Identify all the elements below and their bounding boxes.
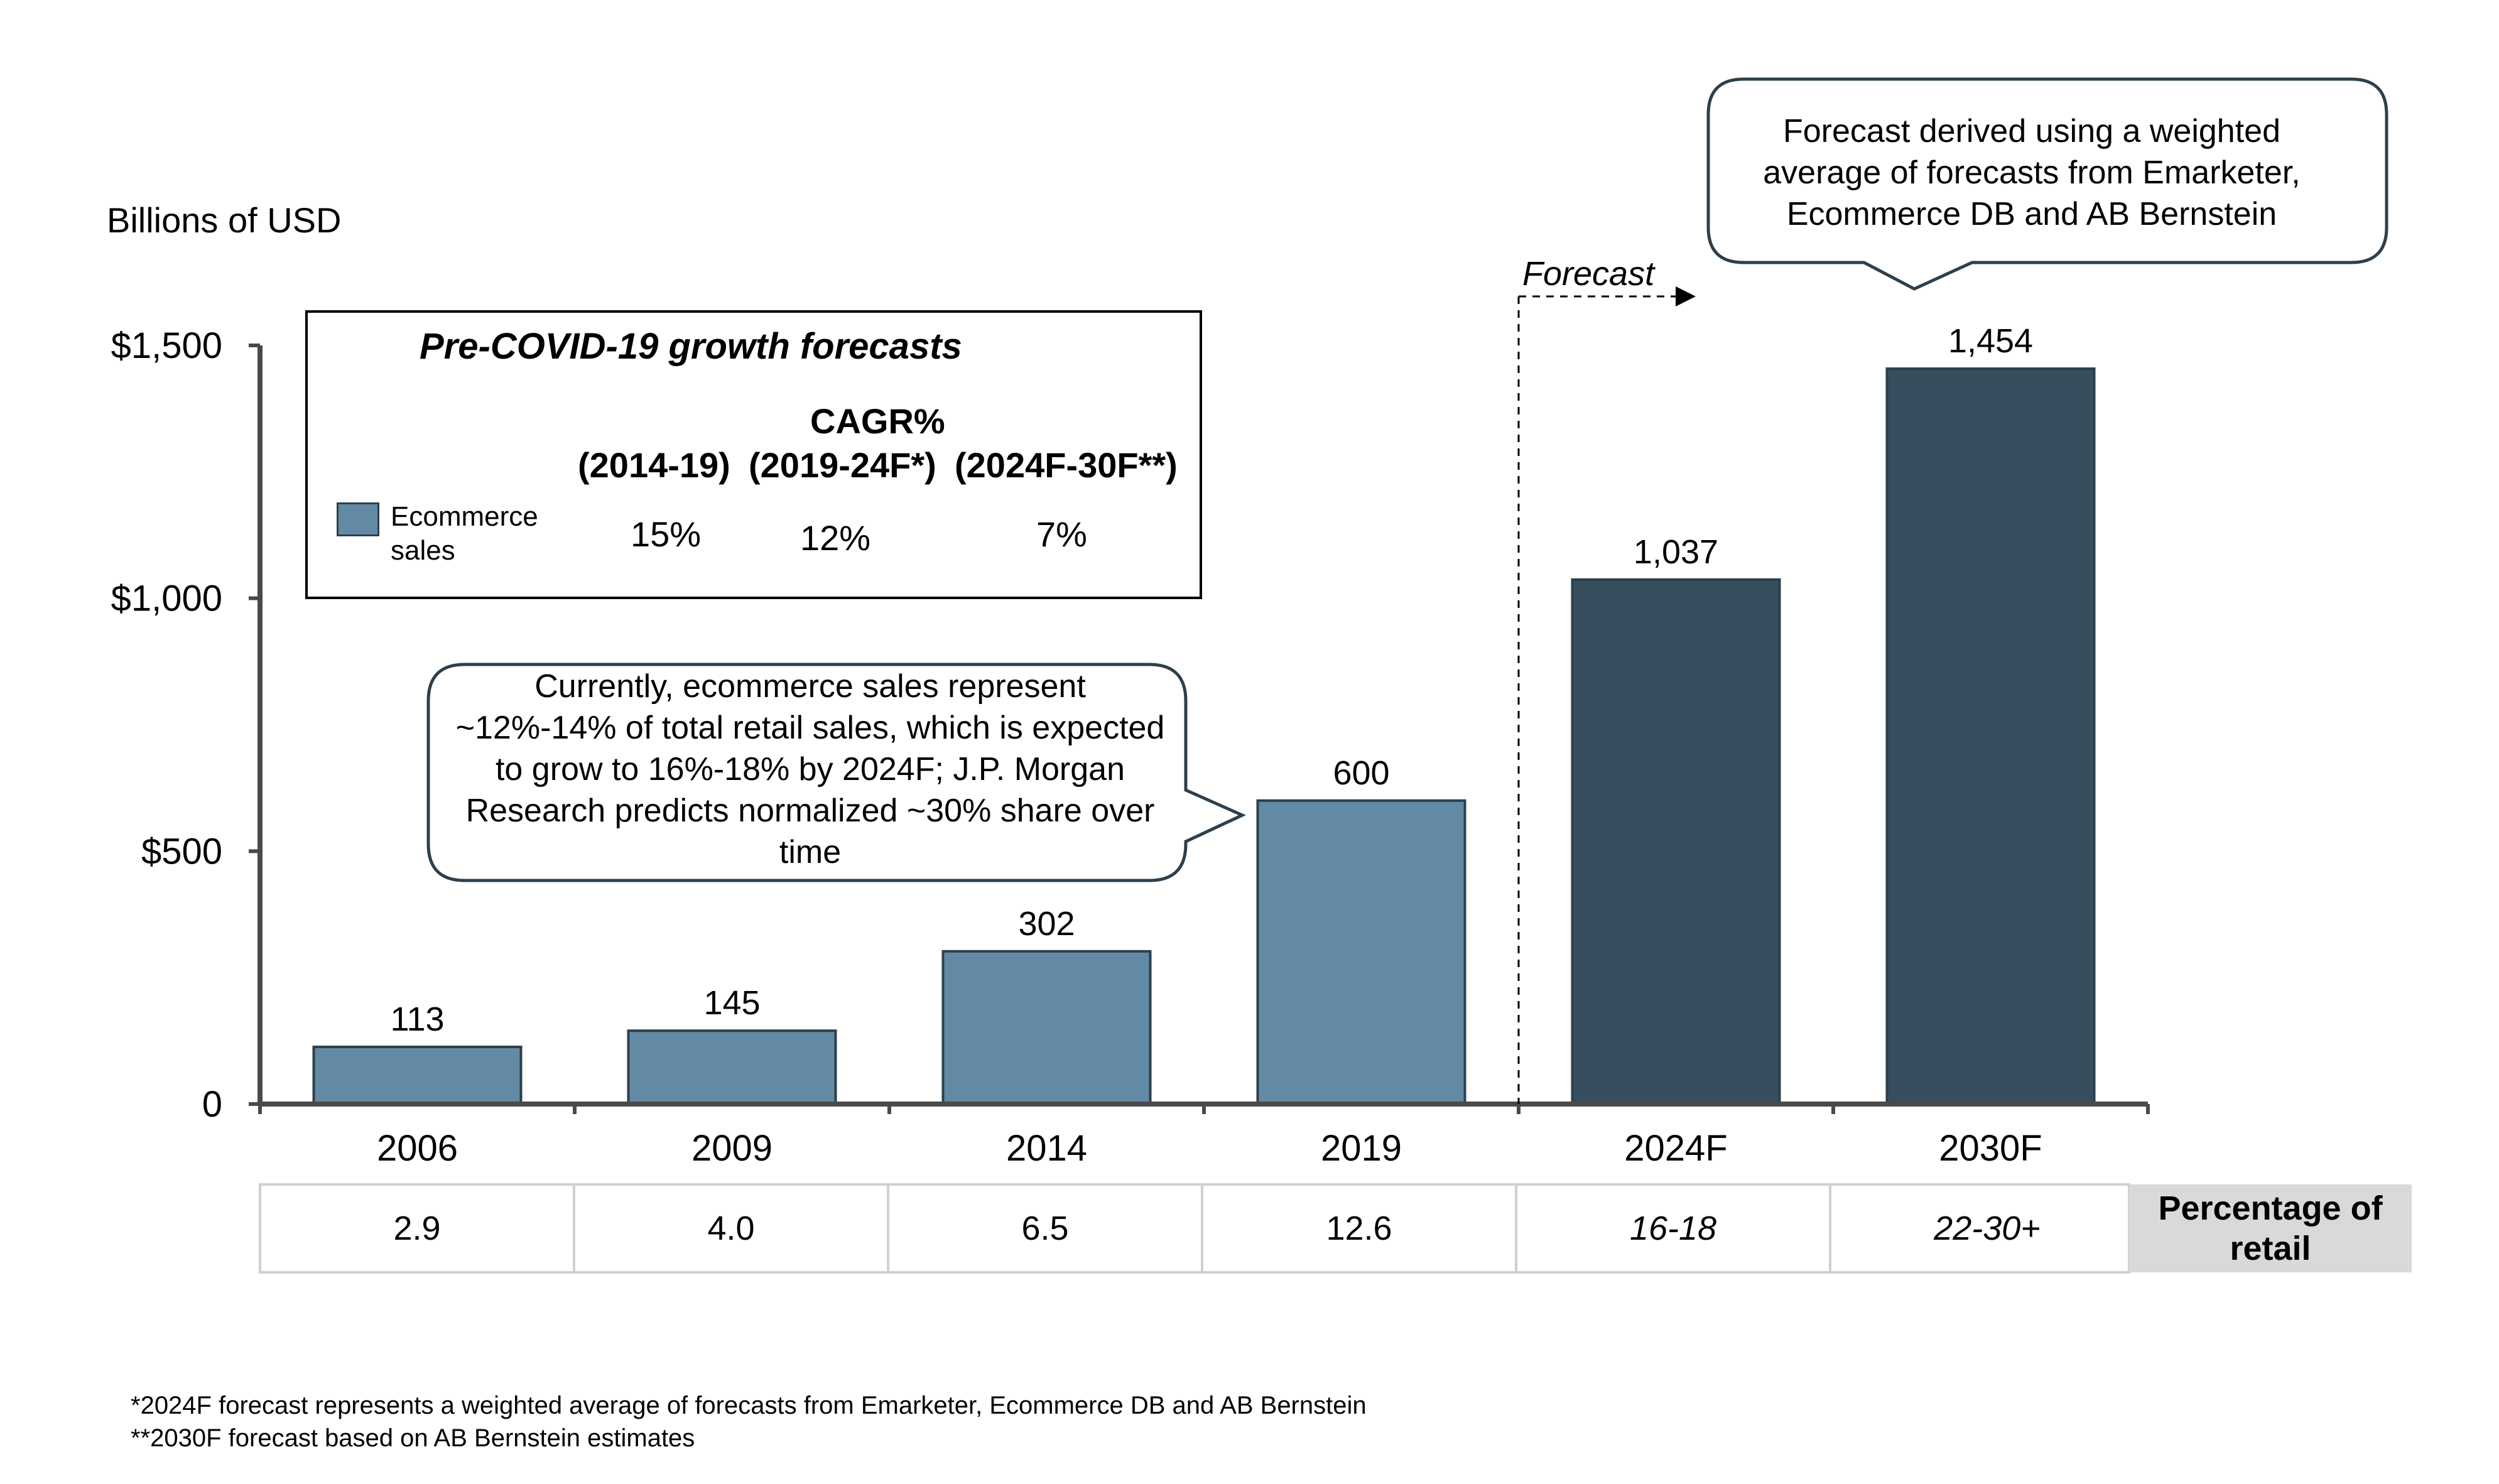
percentage-of-retail-label: Percentage of retail: [2129, 1184, 2412, 1272]
x-tick-label-2030F: 2030F: [1939, 1128, 2042, 1169]
cagr-value-2019-24F: 12%: [800, 518, 871, 558]
bar-2024F: [1571, 578, 1781, 1105]
data-label-2019: 600: [1333, 754, 1389, 792]
data-label-2009: 145: [703, 984, 760, 1022]
percentage-cell: 4.0: [707, 1210, 755, 1247]
legend-series-name: Ecommerce sales: [391, 501, 538, 566]
forecast-arrow-head: [1676, 286, 1696, 306]
data-label-2006: 113: [390, 1000, 444, 1038]
legend-swatch: [337, 502, 379, 536]
x-tick-label-2019: 2019: [1321, 1128, 1402, 1169]
bar-2014: [941, 950, 1152, 1105]
forecast-source-callout-text: Forecast derived using a weighted averag…: [1763, 113, 2301, 232]
x-tick-label-2014: 2014: [1006, 1128, 1087, 1169]
cagr-title: CAGR%: [810, 401, 945, 441]
growth-forecast-legend: Pre-COVID-19 growth forecasts CAGR% (201…: [305, 310, 1202, 599]
data-label-2014: 302: [1018, 905, 1075, 943]
y-tick-label: $500: [141, 831, 222, 872]
period-2019-24F: (2019-24F*): [749, 445, 936, 485]
bar-2019: [1256, 799, 1466, 1106]
bar-2006: [312, 1045, 523, 1105]
x-tick-label-2009: 2009: [691, 1128, 772, 1169]
period-2024F-30F: (2024F-30F**): [955, 445, 1178, 485]
y-tick-label: 0: [202, 1084, 222, 1125]
data-label-2024F: 1,037: [1634, 533, 1718, 571]
data-label-2030F: 1,454: [1948, 322, 2033, 360]
percentage-cell: 22-30+: [1934, 1210, 2041, 1247]
percentage-cell: 16-18: [1629, 1210, 1717, 1247]
footnote-2030F: **2030F forecast based on AB Bernstein e…: [131, 1424, 695, 1452]
footnote-2024F: *2024F forecast represents a weighted av…: [131, 1392, 1367, 1419]
y-tick-label: $1,500: [111, 325, 222, 366]
forecast-label: Forecast: [1522, 255, 1656, 293]
cagr-value-2024F-30F: 7%: [1036, 514, 1087, 554]
y-tick-label: $1,000: [111, 578, 222, 619]
cagr-value-2014-19: 15%: [631, 514, 702, 554]
percentage-cell: 12.6: [1326, 1210, 1392, 1247]
legend-title: Pre-COVID-19 growth forecasts: [420, 326, 962, 367]
bar-2009: [627, 1029, 837, 1106]
period-2014-19: (2014-19): [578, 445, 730, 485]
percentage-cell: 2.9: [393, 1210, 441, 1247]
current-share-callout-bubble: [426, 663, 1247, 882]
current-share-callout-text: Currently, ecommerce sales represent ~12…: [455, 668, 1165, 870]
x-tick-label-2006: 2006: [377, 1128, 458, 1169]
x-tick-label-2024F: 2024F: [1624, 1128, 1727, 1169]
y-axis-unit-label: Billions of USD: [107, 200, 342, 240]
bar-2030F: [1885, 367, 2096, 1106]
forecast-source-callout-bubble: [1706, 77, 2388, 291]
percentage-cell: 6.5: [1021, 1210, 1069, 1247]
